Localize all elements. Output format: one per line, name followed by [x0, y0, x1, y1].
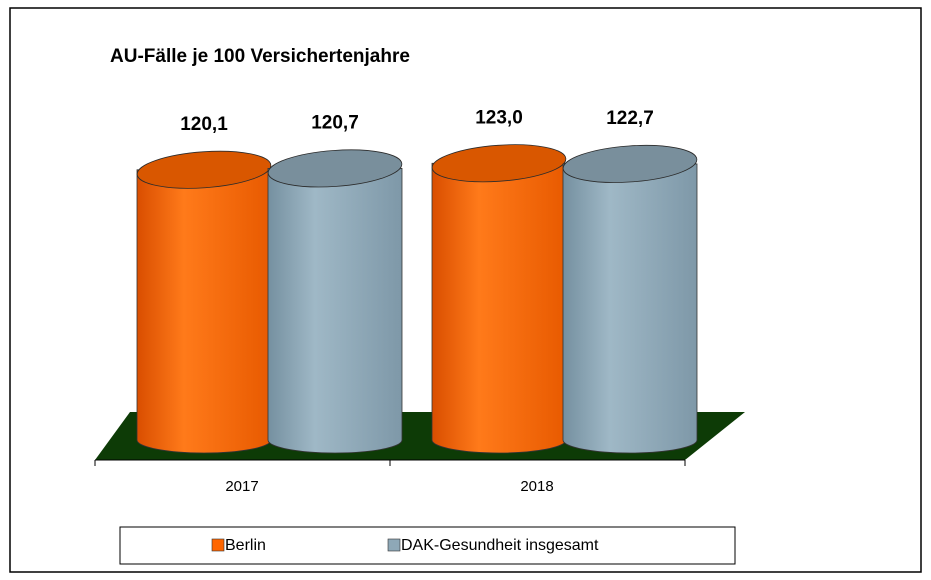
cylinder-body	[562, 163, 698, 454]
chart-title: AU-Fälle je 100 Versichertenjahre	[110, 46, 410, 67]
bar	[267, 149, 403, 454]
value-label: 120,1	[180, 114, 228, 135]
bar	[431, 144, 567, 454]
bar	[562, 144, 698, 454]
cylinder-body	[431, 162, 567, 454]
x-tick-label: 2018	[520, 478, 553, 495]
cylinder-top	[562, 144, 698, 183]
value-label: 123,0	[475, 107, 523, 128]
value-label: 122,7	[606, 108, 654, 129]
legend	[119, 526, 736, 565]
cylinder-top	[431, 144, 567, 183]
legend-swatch	[387, 538, 401, 552]
legend-label: DAK-Gesundheit insgesamt	[401, 537, 599, 554]
cylinder-top	[267, 149, 403, 188]
legend-label: Berlin	[225, 537, 266, 554]
cylinder-body	[136, 169, 272, 454]
cylinder-top	[136, 150, 272, 189]
legend-swatch	[211, 538, 225, 552]
cylinder-body	[267, 168, 403, 454]
x-tick-label: 2017	[225, 478, 258, 495]
bar	[136, 150, 272, 454]
value-label: 120,7	[311, 112, 359, 133]
